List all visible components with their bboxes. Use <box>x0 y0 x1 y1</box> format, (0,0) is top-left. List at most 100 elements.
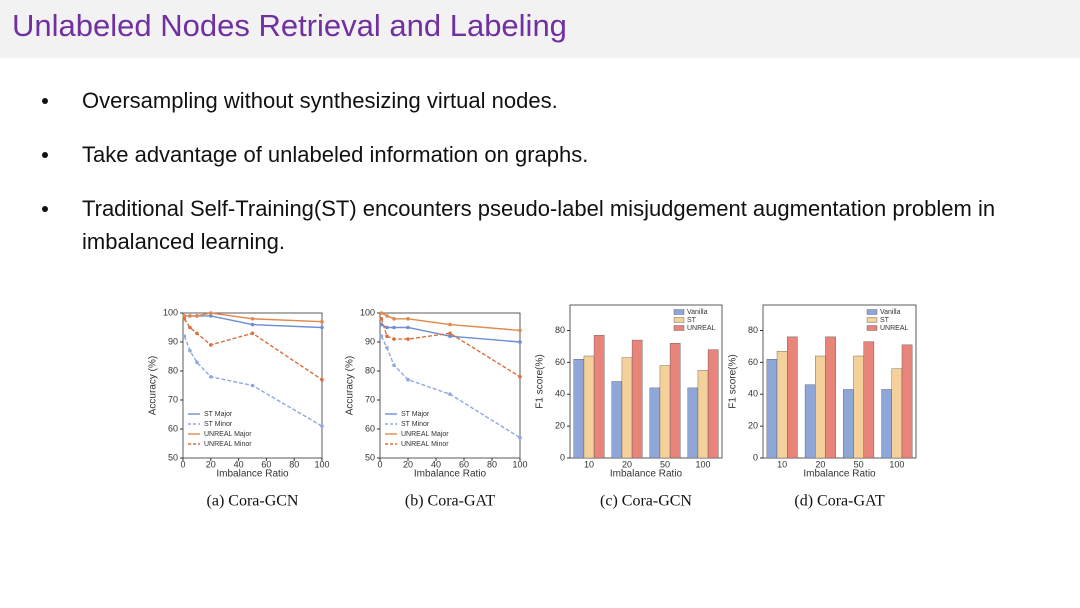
point <box>195 360 199 365</box>
bar <box>621 357 633 459</box>
x-tick-label: 0 <box>377 459 382 469</box>
legend-label: UNREAL <box>880 325 909 332</box>
point <box>518 328 522 333</box>
x-tick-label: 50 <box>854 459 864 469</box>
point <box>195 331 199 336</box>
legend-label: UNREAL Major <box>401 431 449 438</box>
bar <box>611 381 623 459</box>
point <box>392 363 396 368</box>
point <box>518 340 522 344</box>
legend-swatch <box>673 325 685 331</box>
point <box>392 337 396 341</box>
y-axis-label: Accuracy (%) <box>148 356 159 415</box>
x-tick-label: 60 <box>261 459 271 469</box>
bar <box>697 370 709 459</box>
point <box>209 311 213 315</box>
point <box>188 325 192 330</box>
point <box>250 331 255 336</box>
legend-label: ST Major <box>204 411 233 418</box>
bar <box>881 389 892 459</box>
y-tick-label: 60 <box>168 423 178 433</box>
point <box>406 337 410 341</box>
bar <box>787 336 798 459</box>
bar <box>776 351 788 459</box>
point <box>320 377 324 382</box>
caption: (c) Cora-GCN <box>600 493 692 510</box>
point <box>188 314 192 318</box>
point <box>188 348 192 353</box>
point <box>250 322 255 327</box>
y-tick-label: 60 <box>555 357 565 367</box>
legend-label: Vanilla <box>880 309 901 316</box>
legend-label: ST <box>687 317 697 324</box>
point <box>320 319 324 324</box>
x-axis-label: Imbalance Ratio <box>216 469 289 480</box>
x-tick-label: 100 <box>889 459 904 469</box>
x-tick-label: 10 <box>584 459 594 469</box>
point <box>209 375 213 379</box>
x-tick-label: 50 <box>660 459 670 469</box>
legend-label: ST <box>880 317 890 324</box>
legend-swatch <box>866 317 878 323</box>
point <box>518 435 522 440</box>
y-tick-label: 60 <box>748 357 758 367</box>
point <box>406 325 410 330</box>
bar <box>766 358 778 459</box>
x-tick-label: 40 <box>431 459 441 469</box>
point <box>385 346 389 350</box>
y-tick-label: 80 <box>555 325 565 335</box>
y-tick-label: 50 <box>365 452 375 462</box>
caption: (b) Cora-GAT <box>405 493 495 510</box>
point <box>518 375 522 379</box>
bullet: Take advantage of unlabeled information … <box>42 138 1002 171</box>
x-tick-label: 80 <box>487 459 497 469</box>
point <box>250 317 255 321</box>
y-tick-label: 80 <box>748 325 758 335</box>
point <box>379 334 384 339</box>
legend-label: ST Major <box>401 411 430 418</box>
y-tick-label: 90 <box>168 336 178 346</box>
x-tick-label: 10 <box>777 459 787 469</box>
x-tick-label: 40 <box>234 459 244 469</box>
y-tick-label: 70 <box>365 394 375 404</box>
legend-label: UNREAL Minor <box>401 441 449 448</box>
x-tick-label: 100 <box>695 459 710 469</box>
x-tick-label: 20 <box>403 459 413 469</box>
bar <box>649 387 661 459</box>
bar <box>891 368 903 459</box>
x-axis-label: Imbalance Ratio <box>414 469 487 480</box>
x-tick-label: 100 <box>512 459 527 469</box>
x-axis-label: Imbalance Ratio <box>803 469 876 480</box>
caption: (a) Cora-GCN <box>207 493 299 510</box>
legend-label: Vanilla <box>687 309 708 316</box>
point <box>209 314 213 318</box>
bar <box>583 355 595 459</box>
line <box>183 335 323 427</box>
y-tick-label: 100 <box>163 307 178 317</box>
y-tick-label: 50 <box>168 452 178 462</box>
bar <box>707 349 719 459</box>
point <box>406 317 410 321</box>
bar <box>687 387 699 459</box>
legend-label: UNREAL Minor <box>204 441 252 448</box>
y-tick-label: 40 <box>555 389 565 399</box>
bullet: Traditional Self-Training(ST) encounters… <box>42 192 1002 258</box>
point <box>209 343 213 347</box>
bar <box>593 335 605 459</box>
point <box>448 392 452 397</box>
bar <box>631 339 643 459</box>
bar <box>853 355 864 459</box>
legend-swatch <box>673 317 685 323</box>
point <box>392 325 396 330</box>
point <box>385 325 389 330</box>
x-axis-label: Imbalance Ratio <box>610 469 683 480</box>
point <box>182 334 187 339</box>
y-tick-label: 80 <box>168 365 178 375</box>
bar <box>659 365 671 459</box>
y-tick-label: 40 <box>748 389 758 399</box>
x-tick-label: 20 <box>622 459 632 469</box>
point <box>385 334 389 339</box>
point <box>195 314 199 318</box>
point <box>379 317 384 321</box>
